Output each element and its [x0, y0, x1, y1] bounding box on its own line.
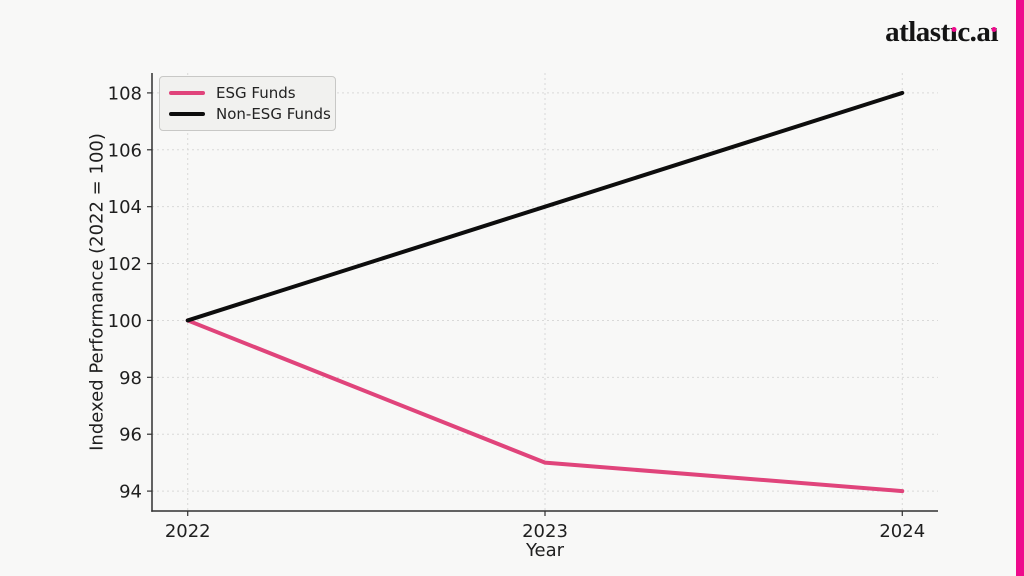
y-tick-label: 96: [119, 425, 142, 446]
legend-item-esg-funds: ESG Funds: [169, 84, 325, 102]
chart-legend: ESG Funds Non-ESG Funds: [159, 76, 336, 131]
logo-text: c.a: [957, 16, 991, 48]
y-tick-label: 104: [108, 197, 142, 218]
y-tick-label: 100: [108, 311, 142, 332]
series-line-esg-funds: [185, 318, 905, 494]
brand-logo: atlastı c.aı: [885, 18, 998, 47]
legend-swatch-non-esg-funds: [169, 112, 205, 116]
x-tick-label: 2022: [165, 521, 211, 542]
y-tick-label: 98: [119, 368, 142, 389]
legend-item-non-esg-funds: Non-ESG Funds: [169, 105, 331, 123]
y-tick-label: 106: [108, 140, 142, 161]
legend-label: ESG Funds: [216, 84, 296, 102]
x-tick-label: 2024: [879, 521, 925, 542]
brand-accent-bar: [1016, 0, 1024, 576]
y-tick-label: 102: [108, 254, 142, 275]
x-axis-title: Year: [525, 540, 565, 561]
logo-text: atlast: [885, 16, 950, 48]
logo-dotted-i: ı: [949, 16, 958, 48]
x-tick-label: 2023: [522, 521, 568, 542]
series-line-non-esg-funds: [185, 90, 905, 323]
legend-swatch-esg-funds: [169, 91, 205, 95]
logo-pink-dot-icon: [951, 27, 957, 32]
y-tick-label: 108: [108, 83, 142, 104]
y-axis-title: Indexed Performance (2022 = 100): [86, 133, 108, 451]
logo-dotted-i: ı: [990, 16, 998, 48]
legend-label: Non-ESG Funds: [216, 105, 331, 123]
y-tick-label: 94: [119, 482, 142, 503]
logo-pink-dot-icon: [991, 27, 997, 32]
